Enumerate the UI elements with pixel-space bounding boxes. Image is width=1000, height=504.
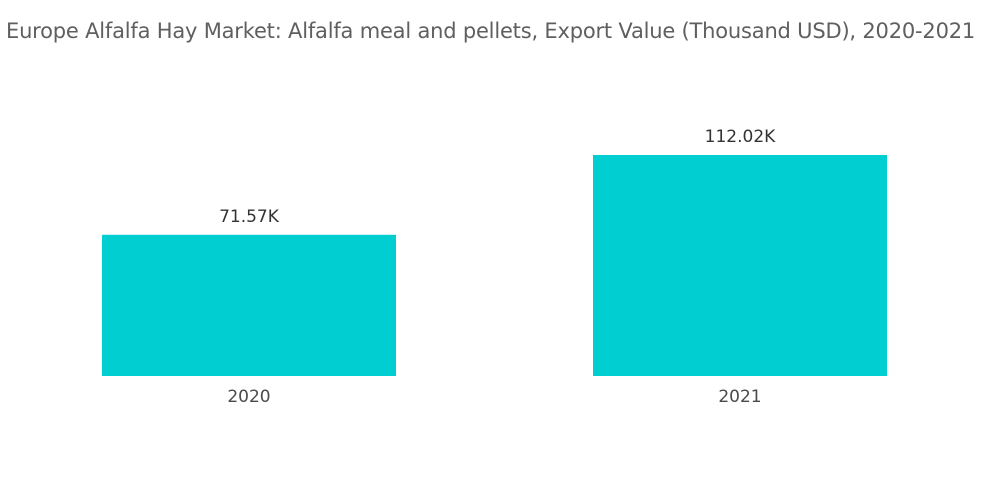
bar-2020 bbox=[102, 234, 396, 376]
x-tick-label-2020: 2020 bbox=[227, 387, 270, 407]
x-axis-tick-labels: 2020 2021 bbox=[227, 387, 761, 407]
x-tick-label-2021: 2021 bbox=[718, 387, 761, 407]
chart-title: Europe Alfalfa Hay Market: Alfalfa meal … bbox=[6, 19, 976, 43]
data-label-2020: 71.57K bbox=[219, 207, 280, 227]
bars-layer bbox=[102, 155, 887, 376]
data-label-2021: 112.02K bbox=[705, 127, 776, 147]
data-labels-layer: 71.57K 112.02K bbox=[219, 127, 776, 227]
bar-2021 bbox=[593, 155, 887, 376]
